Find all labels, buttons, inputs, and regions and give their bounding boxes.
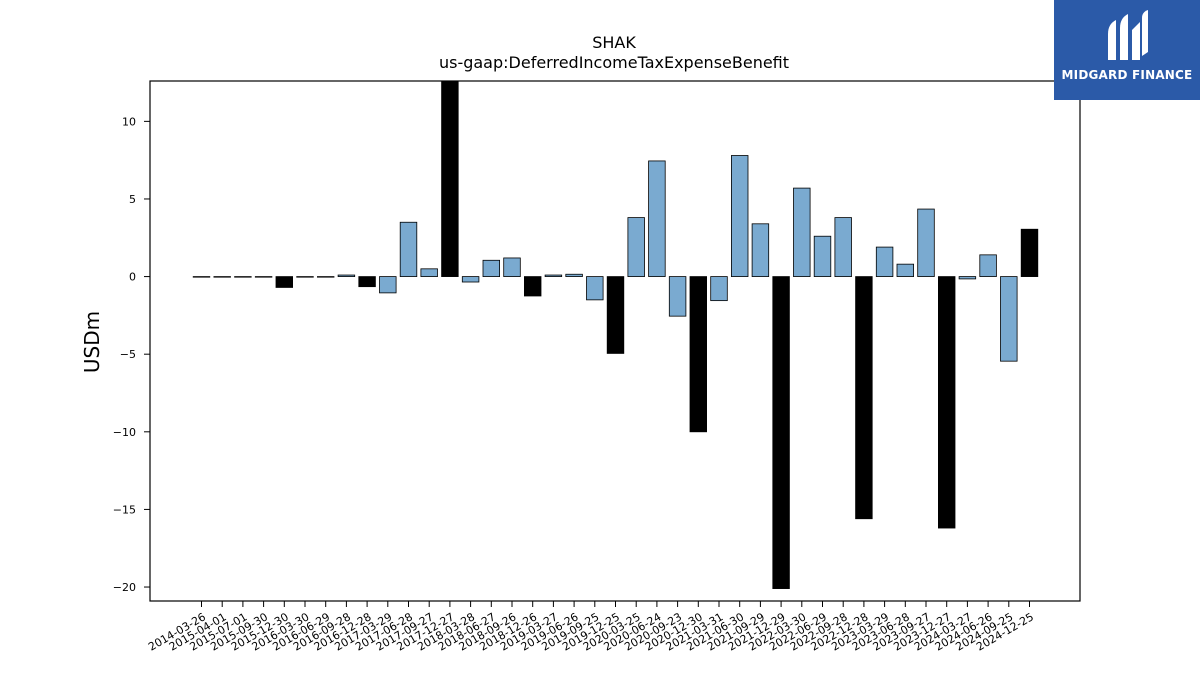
bar-2023-03-29 <box>875 246 894 277</box>
bar-2022-03-30 <box>793 187 811 277</box>
bar-2024-09-25 <box>1000 276 1018 362</box>
bar-2021-09-29 <box>751 223 770 277</box>
bar-2020-03-25 <box>627 217 645 277</box>
bar-2016-03-30 <box>296 276 314 278</box>
bar-2024-12-25 <box>1020 228 1039 277</box>
bar-2018-09-26 <box>503 257 521 277</box>
bar-2023-09-27 <box>917 208 935 277</box>
bar-2015-04-01 <box>213 276 231 278</box>
chart-title: SHAK <box>592 33 636 52</box>
bar-2020-06-24 <box>648 160 666 277</box>
bar-2020-12-30 <box>689 276 708 433</box>
midgard-logo-icon <box>1108 10 1148 60</box>
bar-2015-09-30 <box>254 276 273 278</box>
bar-2019-03-27 <box>544 274 563 277</box>
bar-2019-06-26 <box>565 273 583 277</box>
bar-2019-09-25 <box>586 276 604 301</box>
y-tick-label: 5 <box>129 193 136 206</box>
logo-text: MIDGARD FINANCE <box>1061 68 1193 82</box>
x-axis: 2014-03-262015-04-012015-07-012015-09-30… <box>146 601 1036 654</box>
bar-2017-03-29 <box>379 276 397 294</box>
bar-2020-09-23 <box>668 276 687 317</box>
bar-2017-12-27 <box>441 80 459 277</box>
plot-frame <box>149 80 1081 602</box>
bar-2015-12-30 <box>275 276 294 288</box>
y-tick-label: −10 <box>113 426 136 439</box>
bar-2016-12-28 <box>358 276 376 288</box>
bar-2021-03-31 <box>710 276 728 302</box>
bar-2019-12-25 <box>606 276 625 354</box>
bar-2024-03-27 <box>958 276 977 280</box>
bar-2015-07-01 <box>234 276 252 278</box>
bar-2021-06-30 <box>731 155 749 277</box>
y-tick-label: 0 <box>129 271 136 284</box>
bar-2018-12-26 <box>524 276 542 297</box>
bar-2024-06-26 <box>979 254 997 277</box>
y-tick-label: −20 <box>113 581 136 594</box>
bar-2016-09-28 <box>337 274 356 277</box>
bar-2014-03-26 <box>192 276 211 278</box>
brand-logo: MIDGARD FINANCE <box>1054 0 1200 100</box>
y-axis: 10 5 0 −5 −10 −15 −20 <box>113 115 150 594</box>
y-tick-label: −5 <box>120 348 136 361</box>
bar-2017-09-27 <box>420 268 438 277</box>
bar-2017-06-28 <box>399 221 418 277</box>
bar-2018-03-28 <box>461 276 480 283</box>
chart-subtitle: us-gaap:DeferredIncomeTaxExpenseBenefit <box>439 53 789 72</box>
bar-2022-06-29 <box>813 235 832 277</box>
y-tick-label: 10 <box>122 115 136 128</box>
bar-2016-06-29 <box>316 276 335 278</box>
y-axis-label: USDm <box>80 311 104 373</box>
bar-2022-12-28 <box>855 276 873 520</box>
bar-2023-06-28 <box>896 263 915 277</box>
y-tick-label: −15 <box>113 503 136 516</box>
bar-2022-09-28 <box>834 217 852 277</box>
bar-2021-12-29 <box>772 276 790 589</box>
bar-2023-12-27 <box>938 276 956 529</box>
bar-2018-06-27 <box>482 259 501 277</box>
bars-layer <box>192 80 1039 589</box>
